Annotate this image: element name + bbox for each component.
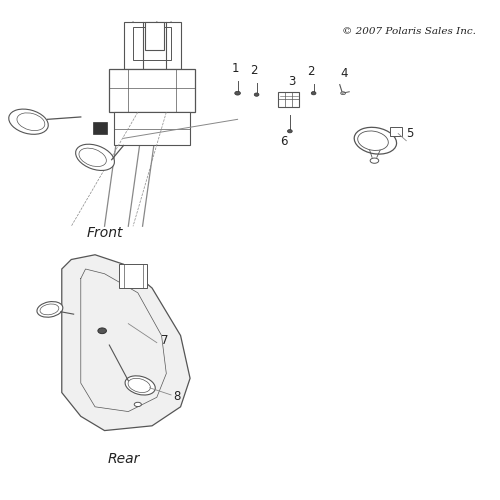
Ellipse shape: [98, 328, 106, 334]
Polygon shape: [62, 255, 190, 430]
Ellipse shape: [254, 93, 259, 96]
Bar: [119, 264, 148, 288]
Bar: [110, 70, 195, 112]
Ellipse shape: [358, 131, 388, 150]
Bar: [92, 122, 107, 134]
Ellipse shape: [234, 92, 240, 95]
Text: 6: 6: [280, 134, 288, 147]
Text: 7: 7: [160, 334, 168, 347]
Text: Rear: Rear: [108, 452, 140, 466]
Ellipse shape: [9, 109, 48, 134]
Ellipse shape: [37, 302, 63, 317]
Ellipse shape: [79, 148, 106, 167]
Text: 5: 5: [406, 127, 413, 140]
Ellipse shape: [340, 92, 345, 94]
Text: 8: 8: [174, 390, 181, 403]
Ellipse shape: [76, 144, 114, 171]
Ellipse shape: [125, 376, 156, 395]
Ellipse shape: [128, 378, 150, 392]
Ellipse shape: [370, 158, 378, 164]
Text: 1: 1: [232, 62, 239, 75]
Text: 4: 4: [341, 67, 348, 80]
Bar: [114, 112, 190, 146]
Text: © 2007 Polaris Sales Inc.: © 2007 Polaris Sales Inc.: [342, 26, 476, 36]
Ellipse shape: [40, 304, 59, 315]
Ellipse shape: [311, 92, 316, 95]
Bar: [145, 22, 164, 50]
Text: 3: 3: [288, 76, 296, 88]
Bar: [390, 128, 402, 136]
Text: 2: 2: [250, 64, 258, 77]
Bar: [124, 22, 180, 70]
Bar: [278, 92, 299, 108]
Ellipse shape: [134, 402, 141, 406]
Ellipse shape: [288, 130, 292, 133]
Ellipse shape: [354, 128, 397, 154]
Bar: [133, 26, 171, 60]
Ellipse shape: [17, 113, 45, 130]
Text: Front: Front: [86, 226, 123, 240]
Text: 2: 2: [307, 64, 314, 78]
